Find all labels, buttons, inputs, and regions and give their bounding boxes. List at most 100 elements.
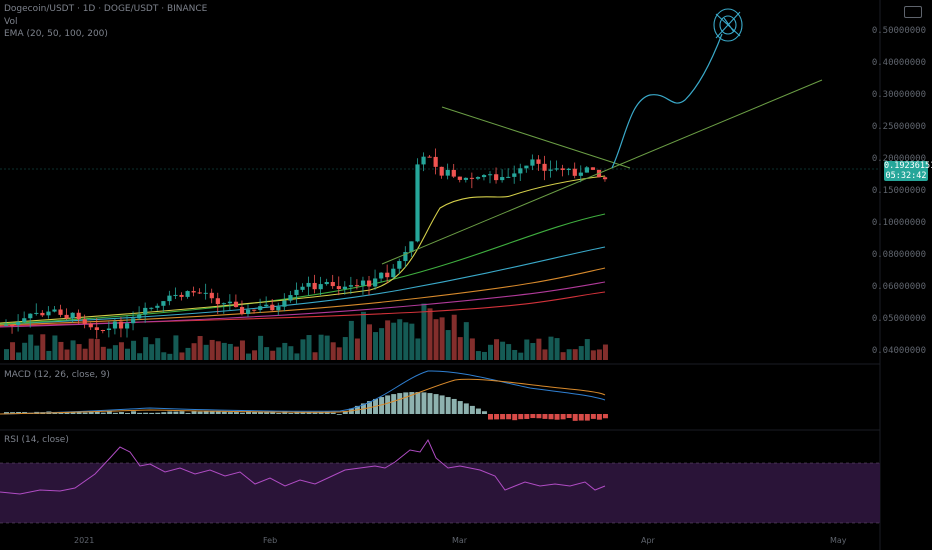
volume-bar (488, 344, 493, 360)
candle-body (209, 292, 214, 299)
candle-body (125, 323, 130, 329)
price-axis-tick: 0.10000000 (871, 218, 926, 228)
volume-bar (481, 351, 487, 360)
time-axis-label: Mar (452, 536, 468, 545)
candle-body (252, 309, 257, 311)
macd-histogram-bar (143, 412, 149, 414)
macd-histogram-bar (385, 395, 391, 414)
candle-body (336, 286, 341, 290)
candle-body (58, 309, 63, 315)
volume-bar (354, 338, 360, 360)
volume-bar (294, 353, 300, 360)
macd-histogram-bar (155, 412, 161, 414)
candle-body (4, 324, 9, 326)
macd-histogram-bar (197, 411, 203, 414)
candle-body (137, 314, 142, 319)
candle-body (294, 289, 299, 296)
macd-histogram-bar (227, 412, 233, 414)
volume-bar (427, 308, 433, 360)
volume-bar (530, 343, 536, 360)
volume-bar (494, 339, 500, 360)
volume-bar (40, 334, 46, 360)
macd-histogram-bar (439, 395, 445, 414)
candle-body (185, 291, 190, 297)
volume-bar (161, 352, 167, 360)
candle-body (167, 295, 172, 302)
volume-bar (22, 342, 28, 360)
candle-body (385, 272, 390, 278)
macd-histogram-bar (300, 412, 306, 414)
ema-indicator-label[interactable]: EMA (20, 50, 100, 200) (4, 29, 108, 39)
volume-bar (379, 328, 385, 360)
volume-bar (360, 311, 366, 360)
macd-histogram-bar (548, 414, 554, 420)
candle-body (578, 172, 583, 176)
candle-body (203, 292, 208, 294)
candle-body (40, 312, 45, 316)
macd-histogram-bar (560, 414, 566, 420)
candle-body (342, 286, 347, 290)
volume-bar (439, 317, 445, 360)
candle-body (264, 304, 269, 307)
candle-body (10, 324, 15, 326)
macd-histogram-bar (536, 414, 542, 419)
candle-body (548, 169, 553, 171)
volume-bar (143, 337, 149, 360)
candle-body (70, 312, 75, 319)
volume-bar (421, 303, 427, 360)
macd-histogram-bar (415, 392, 421, 414)
macd-histogram-bar (88, 411, 94, 414)
candle-body (155, 305, 160, 308)
macd-histogram-bar (475, 408, 481, 414)
candle-body (191, 291, 196, 293)
volume-bar (469, 338, 475, 360)
macd-histogram-bar (518, 414, 524, 420)
volume-bar (70, 340, 76, 360)
candle-body (131, 318, 136, 324)
macd-histogram-bar (427, 393, 433, 414)
ascending-trendline (381, 79, 823, 265)
macd-histogram-bar (106, 411, 112, 414)
candle-body (481, 175, 487, 178)
macd-histogram-bar (554, 414, 560, 420)
volume-bar (560, 352, 566, 360)
ema-100-line (0, 246, 606, 325)
volume-bar (167, 353, 173, 360)
rsi-line (0, 438, 606, 495)
volume-bar (300, 339, 306, 360)
candle-body (28, 313, 33, 319)
volume-bar (52, 335, 58, 360)
volume-bar (270, 350, 276, 360)
volume-bar (445, 330, 451, 360)
volume-bar (197, 336, 203, 360)
candle-body (584, 167, 589, 173)
volume-bar (106, 348, 112, 360)
volume-bar (252, 350, 258, 360)
volume-bar (276, 347, 282, 360)
candle-body (149, 307, 154, 309)
volume-bar (397, 319, 403, 360)
macd-histogram-bar (70, 411, 76, 414)
volume-bar (258, 335, 264, 360)
volume-bar (112, 345, 118, 360)
macd-histogram-bar (288, 412, 294, 414)
volume-bar (524, 339, 530, 360)
macd-histogram-bar (82, 412, 88, 414)
volume-bar (451, 314, 457, 360)
volume-bar (348, 320, 354, 360)
macd-histogram-bar (391, 394, 397, 414)
macd-histogram-bar (590, 414, 596, 419)
candle-body (179, 294, 184, 297)
rsi-pane-label[interactable]: RSI (14, close) (4, 435, 69, 445)
volume-indicator-label[interactable]: Vol (4, 17, 18, 27)
candle-body (354, 285, 360, 287)
candle-body (397, 261, 402, 269)
rsi-band (0, 463, 880, 523)
macd-pane-label[interactable]: MACD (12, 26, close, 9) (4, 370, 110, 380)
snapshot-button[interactable] (904, 6, 922, 18)
macd-histogram-bar (421, 392, 427, 414)
macd-histogram-bar (342, 411, 348, 414)
macd-histogram-bar (149, 412, 155, 414)
candle-body (415, 164, 420, 242)
